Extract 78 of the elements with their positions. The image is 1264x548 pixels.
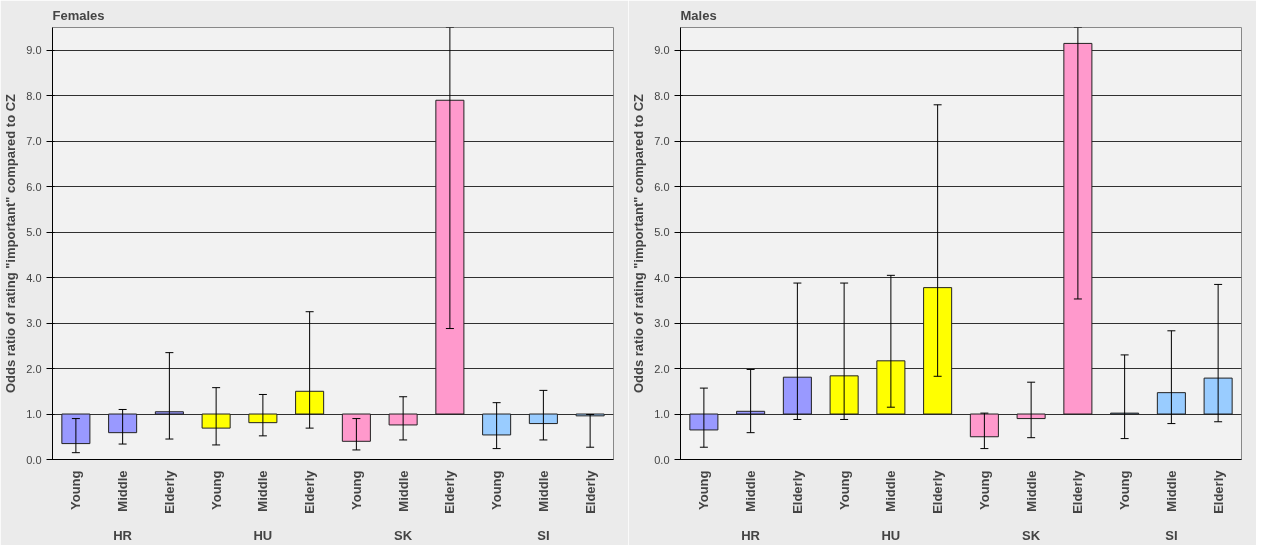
- x-tick-label: Elderly: [930, 469, 946, 514]
- y-tick-label: 5.0: [654, 226, 670, 239]
- y-tick-label: 9.0: [26, 44, 42, 57]
- bar: [435, 99, 465, 415]
- x-tick-label: Middle: [1023, 470, 1039, 512]
- bar: [61, 413, 91, 445]
- x-tick-label: Middle: [1163, 470, 1179, 512]
- y-tick-label: 5.0: [26, 226, 42, 239]
- x-tick-label: Elderly: [582, 469, 598, 514]
- bar: [248, 413, 278, 424]
- bar: [1156, 392, 1186, 415]
- y-tick-label: 4.0: [654, 271, 670, 284]
- text: HU: [881, 527, 901, 543]
- bar: [736, 410, 766, 415]
- x-tick-label: Elderly: [1210, 469, 1226, 514]
- bar: [528, 413, 558, 425]
- bar: [1063, 42, 1093, 415]
- x-tick-label: Young: [976, 470, 992, 510]
- y-tick-label: 0.0: [654, 453, 670, 466]
- text: SI: [537, 527, 550, 543]
- bar: [782, 376, 812, 415]
- y-tick-label: 7.0: [654, 135, 670, 148]
- y-tick-label: 1.0: [654, 408, 670, 421]
- y-tick-label: 6.0: [26, 180, 42, 193]
- bar: [689, 413, 719, 431]
- y-axis-title: Odds ratio of rating "important" compared to CZ: [631, 93, 647, 394]
- x-tick-label: Young: [68, 470, 84, 510]
- text: SK: [1022, 527, 1041, 543]
- bar: [969, 413, 999, 438]
- bar: [201, 413, 231, 429]
- x-tick-label: Elderly: [789, 469, 805, 514]
- x-tick-label: Elderly: [302, 469, 318, 514]
- x-tick-label: Elderly: [442, 469, 458, 514]
- bar: [108, 413, 138, 434]
- y-tick-label: 6.0: [654, 180, 670, 193]
- bar: [829, 375, 859, 415]
- x-tick-label: Young: [348, 470, 364, 510]
- bar: [482, 413, 512, 436]
- x-tick-label: Young: [696, 470, 712, 510]
- chart-title: Females: [52, 7, 105, 23]
- bar: [1203, 377, 1233, 415]
- x-tick-label: Middle: [255, 470, 271, 512]
- y-tick-label: 3.0: [26, 317, 42, 330]
- y-tick-label: 1.0: [26, 408, 42, 421]
- y-tick-label: 2.0: [654, 362, 670, 375]
- bar: [154, 411, 184, 415]
- x-tick-label: Middle: [743, 470, 759, 512]
- text: SK: [394, 527, 413, 543]
- text: HU: [253, 527, 273, 543]
- y-axis-title: Odds ratio of rating "important" compared to CZ: [3, 93, 19, 394]
- y-tick-label: 8.0: [26, 89, 42, 102]
- x-tick-label: Young: [489, 470, 505, 510]
- chart-title: Males: [680, 7, 717, 23]
- x-tick-label: Elderly: [161, 469, 177, 514]
- text: HR: [113, 527, 133, 543]
- x-tick-label: Young: [208, 470, 224, 510]
- y-tick-label: 3.0: [654, 317, 670, 330]
- x-tick-label: Middle: [395, 470, 411, 512]
- x-tick-label: Middle: [535, 470, 551, 512]
- text: HR: [741, 527, 761, 543]
- bar: [341, 413, 371, 442]
- x-tick-label: Middle: [883, 470, 899, 512]
- x-tick-label: Elderly: [1070, 469, 1086, 514]
- y-tick-label: 8.0: [654, 89, 670, 102]
- x-tick-label: Middle: [115, 470, 131, 512]
- y-tick-label: 7.0: [26, 135, 42, 148]
- bar: [295, 390, 325, 415]
- y-tick-label: 4.0: [26, 271, 42, 284]
- bar: [388, 413, 418, 426]
- y-tick-label: 9.0: [654, 44, 670, 57]
- x-tick-label: Young: [1117, 470, 1133, 510]
- y-tick-label: 0.0: [26, 453, 42, 466]
- text: SI: [1165, 527, 1178, 543]
- bar: [876, 360, 906, 415]
- bar: [923, 287, 953, 415]
- x-tick-label: Young: [836, 470, 852, 510]
- bar: [1016, 413, 1046, 420]
- y-tick-label: 2.0: [26, 362, 42, 375]
